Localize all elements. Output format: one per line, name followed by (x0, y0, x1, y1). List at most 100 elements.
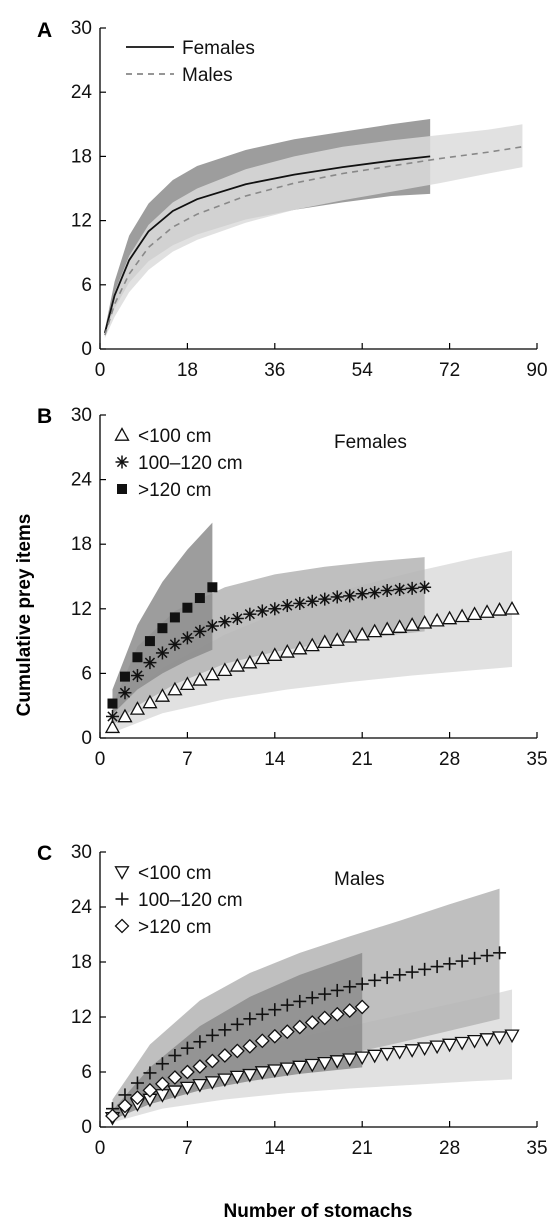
panel-c-x-tick-label-0: 0 (95, 1138, 106, 1159)
panel-b-series-120-cm-point-4 (157, 623, 168, 634)
panel-c-x-tick-label-7: 7 (182, 1138, 193, 1159)
panel-a-legend-females-label: Females (182, 38, 255, 59)
panel-b-series-100-cm-point-27-shape (441, 610, 458, 625)
panel-b-series-100-cm-point-21-shape (367, 623, 383, 638)
panel-b-series-100-cm-point-15-shape (292, 640, 308, 655)
panel-b-series-120-cm-point-8 (207, 582, 218, 593)
panel-c-y-tick-label-12: 12 (71, 1007, 92, 1028)
panel-b-series-100-120-cm-point-20 (355, 587, 369, 601)
panel-b-series-100-cm-point-7-shape (192, 672, 208, 686)
panel-c-x-tick-label-21: 21 (352, 1138, 373, 1159)
panel-b-series-120-cm-point-2 (132, 652, 143, 663)
panel-c-series-100-cm-point-22-shape (379, 1047, 395, 1062)
panel-b-series-100-120-cm-point-4 (155, 646, 169, 660)
panel-b-series-100-120-cm-point-3 (143, 656, 157, 670)
panel-c-series-100-cm-point-31-shape (491, 1031, 508, 1046)
panel-c-series-120-cm-point-12-shape (254, 1033, 270, 1049)
panel-b-series-100-cm-point-20-shape (354, 626, 370, 641)
panel-c-series-100-120-cm-point-30 (480, 949, 494, 963)
panel-c-series-100-120-cm-point-5 (168, 1049, 182, 1062)
panel-a-x-tick-label-0: 0 (95, 360, 106, 381)
panel-c-series-120-cm-point-10 (229, 1043, 245, 1059)
panel-c-series-120-cm-point-4 (155, 1076, 170, 1092)
panel-c-series-100-120-cm-point-2 (130, 1076, 144, 1090)
panel-c-legend-100-cm-swatch-shape (114, 866, 130, 880)
panel-b-series-120-cm-point-0 (107, 698, 118, 709)
panel-b-series-100-cm-point-5 (167, 681, 183, 696)
panel-c-series-100-cm-point-18 (329, 1055, 345, 1069)
panel-b-series-100-120-cm-point-13-arm-3 (269, 603, 280, 614)
panel-c-series-100-120-cm-point-7 (193, 1035, 207, 1049)
panel-b: 0 6 12 18 24 30 0 7 14 21 28 35 <100 cm 100–120 cm >1… (71, 405, 548, 770)
panel-c-series-100-cm-point-14 (279, 1062, 295, 1077)
panel-c-series-100-120-cm-point-17 (318, 987, 332, 1001)
panel-b-series-100-cm-point-25-shape (417, 614, 433, 629)
panel-b-series-100-cm-point-12-shape (254, 650, 270, 665)
panel-c-series-100-cm-point-11 (242, 1068, 258, 1083)
panel-b-series-100-cm-point-19 (342, 628, 358, 643)
panel-a-legend-males-label: Males (182, 65, 233, 86)
panel-b-axes: 0 6 12 18 24 30 0 7 14 21 28 35 (71, 405, 548, 770)
panel-c-series-120-cm-point-11 (242, 1038, 258, 1054)
panel-b-series-100-cm-point-11 (242, 654, 258, 669)
panel-c-series-100-120-cm-point-20 (355, 977, 369, 991)
panel-b-series-100-cm-point-5-shape (167, 681, 183, 696)
panel-c-series-100-120-cm-point-28 (455, 954, 469, 968)
panel-c-series-120-cm-point-17-shape (317, 1010, 333, 1026)
panel-c-legend-100-120-cm-label: 100–120 cm (138, 890, 243, 911)
panel-b-series-100-cm-point-29 (466, 606, 483, 621)
panel-b-series-100-cm-point-29-shape (466, 606, 483, 621)
panel-a-legend: Females Males (126, 38, 255, 86)
panel-a-x-tick-label-90: 90 (526, 360, 547, 381)
panel-c-series-120-cm-point-9-shape (217, 1048, 233, 1063)
panel-b-series-100-120-cm-point-9 (218, 615, 232, 629)
panel-c-y-tick-label-6: 6 (81, 1062, 92, 1083)
panel-c-series-120-cm-point-5 (167, 1070, 183, 1085)
panel-b-series-100-cm-point-32 (504, 600, 520, 615)
panel-b-series-100-cm (104, 600, 520, 734)
panel-b-y-tick-label-12: 12 (71, 599, 92, 620)
panel-b-series-100-120-cm-point-21-arm-3 (369, 587, 380, 598)
panel-b-series-100-cm-point-18 (329, 632, 345, 646)
panel-b-series-120-cm-point-3 (144, 636, 155, 647)
panel-c-series-100-120-cm (105, 946, 507, 1116)
panel-b-series-100-120-cm-point-7-arm-3 (194, 626, 206, 637)
panel-c-series-120-cm-point-8-shape (204, 1053, 220, 1069)
panel-c-series-120-cm-point-13-shape (267, 1028, 283, 1044)
panel-c-series-120-cm-point-15 (292, 1019, 308, 1035)
panel-c-series-100-120-cm-point-27 (443, 957, 457, 971)
panel-c-series-100-cm-point-20-shape (354, 1051, 370, 1066)
panel-c-series-100-120-cm-point-31 (493, 946, 507, 960)
panel-c-series-100-cm-point-10 (229, 1070, 245, 1085)
panel-c-series-100-cm-point-25-shape (417, 1042, 433, 1057)
panel-b-legend-120-cm-label: >120 cm (138, 480, 211, 501)
panel-c-series-120-cm-point-20 (354, 999, 370, 1015)
panel-b-series-100-120-cm-point-4-arm-3 (157, 647, 168, 659)
panel-b-x-tick-label-35: 35 (526, 749, 547, 770)
panel-c-series-100-cm-point-16-shape (304, 1058, 320, 1073)
panel-b-y-tick-label-30: 30 (71, 405, 92, 426)
panel-b-series-100-120-cm-point-8 (205, 619, 219, 633)
panel-a-series-females-line (103, 155, 431, 334)
panel-b-series-100-120-cm-point-14 (280, 599, 294, 613)
panel-a-y-tick-label-6: 6 (81, 275, 92, 296)
panel-b-series-100-cm-point-24-shape (404, 617, 420, 631)
panel-b-legend-120-cm-swatch-shape (117, 484, 127, 494)
panel-b-series-120-cm-point-1-shape (119, 671, 130, 682)
panel-a-bands (104, 118, 523, 339)
panel-c-series-100-120-cm-point-8 (205, 1028, 219, 1042)
panel-c-series-120-cm-point-1-shape (117, 1098, 133, 1114)
panel-c-series-120-cm-point-4-shape (155, 1076, 170, 1092)
panel-c-series-100-cm (104, 1029, 520, 1126)
panel-c-series-100-cm-point-23-shape (392, 1045, 408, 1060)
panel-c-series-120-cm-point-6 (179, 1064, 195, 1080)
panel-c-series-100-cm-point-5-shape (167, 1085, 183, 1100)
panel-a-axes: 0 6 12 18 24 30 0 18 36 54 72 90 (71, 18, 548, 381)
panel-c-series-120-cm-point-16-shape (304, 1015, 320, 1030)
panel-b-series-100-120-cm-point-11-arm-3 (244, 609, 255, 620)
panel-c-series-120-cm-point-11-shape (242, 1038, 258, 1054)
panel-b-series-100-cm-point-1-shape (117, 708, 133, 723)
panel-c-series-100-120-cm-point-26 (430, 960, 444, 974)
panel-c-series-100-cm-point-6-shape (179, 1081, 196, 1096)
panel-c: 0 6 12 18 24 30 0 7 14 21 28 35 <100 cm 100–120 cm >1… (71, 842, 548, 1159)
